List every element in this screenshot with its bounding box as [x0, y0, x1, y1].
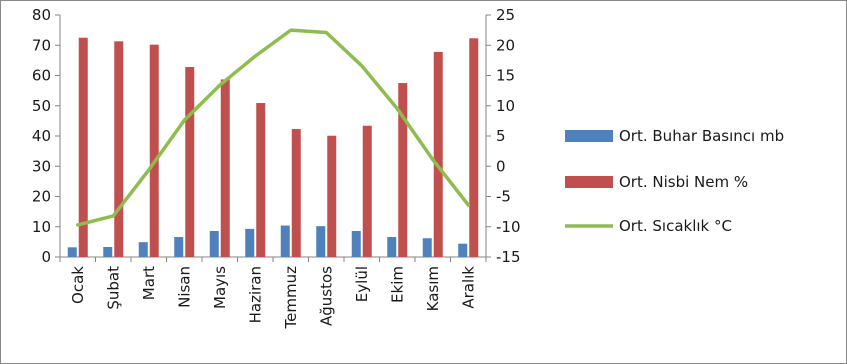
- category-label: Mayıs: [211, 266, 229, 309]
- bar-vapor-pressure: [174, 237, 184, 257]
- bar-vapor-pressure: [138, 242, 148, 257]
- bar-humidity: [398, 83, 408, 257]
- bar-vapor-pressure: [351, 230, 361, 257]
- temperature-line: [76, 28, 471, 227]
- left-tick-label: 0: [41, 248, 51, 266]
- right-tick-label: 25: [496, 6, 515, 24]
- bar-humidity: [291, 129, 301, 257]
- category-label: Temmuz: [282, 266, 300, 330]
- bar-vapor-pressure: [458, 243, 468, 257]
- category-label: Eylül: [353, 266, 371, 302]
- bar-humidity: [185, 67, 195, 257]
- category-label: Ağustos: [317, 266, 335, 326]
- bar-humidity: [114, 41, 124, 257]
- bar-vapor-pressure: [67, 247, 77, 257]
- bar-humidity: [433, 51, 443, 257]
- left-tick-label: 10: [32, 218, 51, 236]
- legend-label: Ort. Nisbi Nem %: [619, 173, 748, 191]
- right-tick-label: -15: [496, 248, 521, 266]
- right-tick-label: 0: [496, 157, 506, 175]
- left-tick-label: 80: [32, 6, 51, 24]
- left-tick-label: 40: [32, 127, 51, 145]
- bar-vapor-pressure: [316, 226, 326, 257]
- bar-vapor-pressure: [280, 225, 290, 257]
- bar-humidity: [220, 79, 230, 258]
- plot-area: 0 10 20 30 40 50 60 70 80 -15 -10 -5 0 5 10 15 20 25 Ocak Ş…: [32, 6, 521, 329]
- category-label: Kasım: [424, 266, 442, 311]
- legend-swatch: [565, 176, 613, 188]
- left-tick-label: 20: [32, 188, 51, 206]
- left-tick-label: 60: [32, 67, 51, 85]
- right-tick-label: 5: [496, 127, 506, 145]
- category-label: Ocak: [69, 266, 87, 304]
- category-label: Şubat: [104, 266, 122, 310]
- category-label: Haziran: [246, 266, 264, 323]
- bar-humidity: [78, 37, 88, 257]
- legend-swatch: [565, 130, 613, 142]
- right-tick-label: 20: [496, 36, 515, 54]
- left-tick-label: 50: [32, 97, 51, 115]
- bar-humidity: [149, 44, 159, 257]
- category-label: Aralık: [459, 266, 477, 309]
- right-tick-label: 15: [496, 67, 515, 85]
- category-label: Nisan: [175, 266, 193, 308]
- bar-vapor-pressure: [209, 230, 219, 257]
- bar-vapor-pressure: [103, 247, 113, 257]
- bar-humidity: [362, 125, 372, 257]
- bar-vapor-pressure: [387, 237, 397, 257]
- bar-humidity: [327, 135, 337, 257]
- left-tick-label: 30: [32, 157, 51, 175]
- right-tick-label: -5: [496, 188, 511, 206]
- right-tick-label: -10: [496, 218, 521, 236]
- category-label: Ekim: [388, 266, 406, 303]
- category-label: Mart: [140, 266, 158, 300]
- legend: Ort. Buhar Basıncı mb Ort. Nisbi Nem % Ort…: [565, 127, 784, 235]
- right-tick-label: 10: [496, 97, 515, 115]
- bar-vapor-pressure: [422, 238, 432, 257]
- bar-humidity: [256, 103, 266, 257]
- legend-label: Ort. Sıcaklık °C: [619, 217, 732, 235]
- left-tick-label: 70: [32, 36, 51, 54]
- bar-vapor-pressure: [245, 228, 255, 257]
- legend-label: Ort. Buhar Basıncı mb: [619, 127, 784, 145]
- bar-humidity: [469, 38, 479, 258]
